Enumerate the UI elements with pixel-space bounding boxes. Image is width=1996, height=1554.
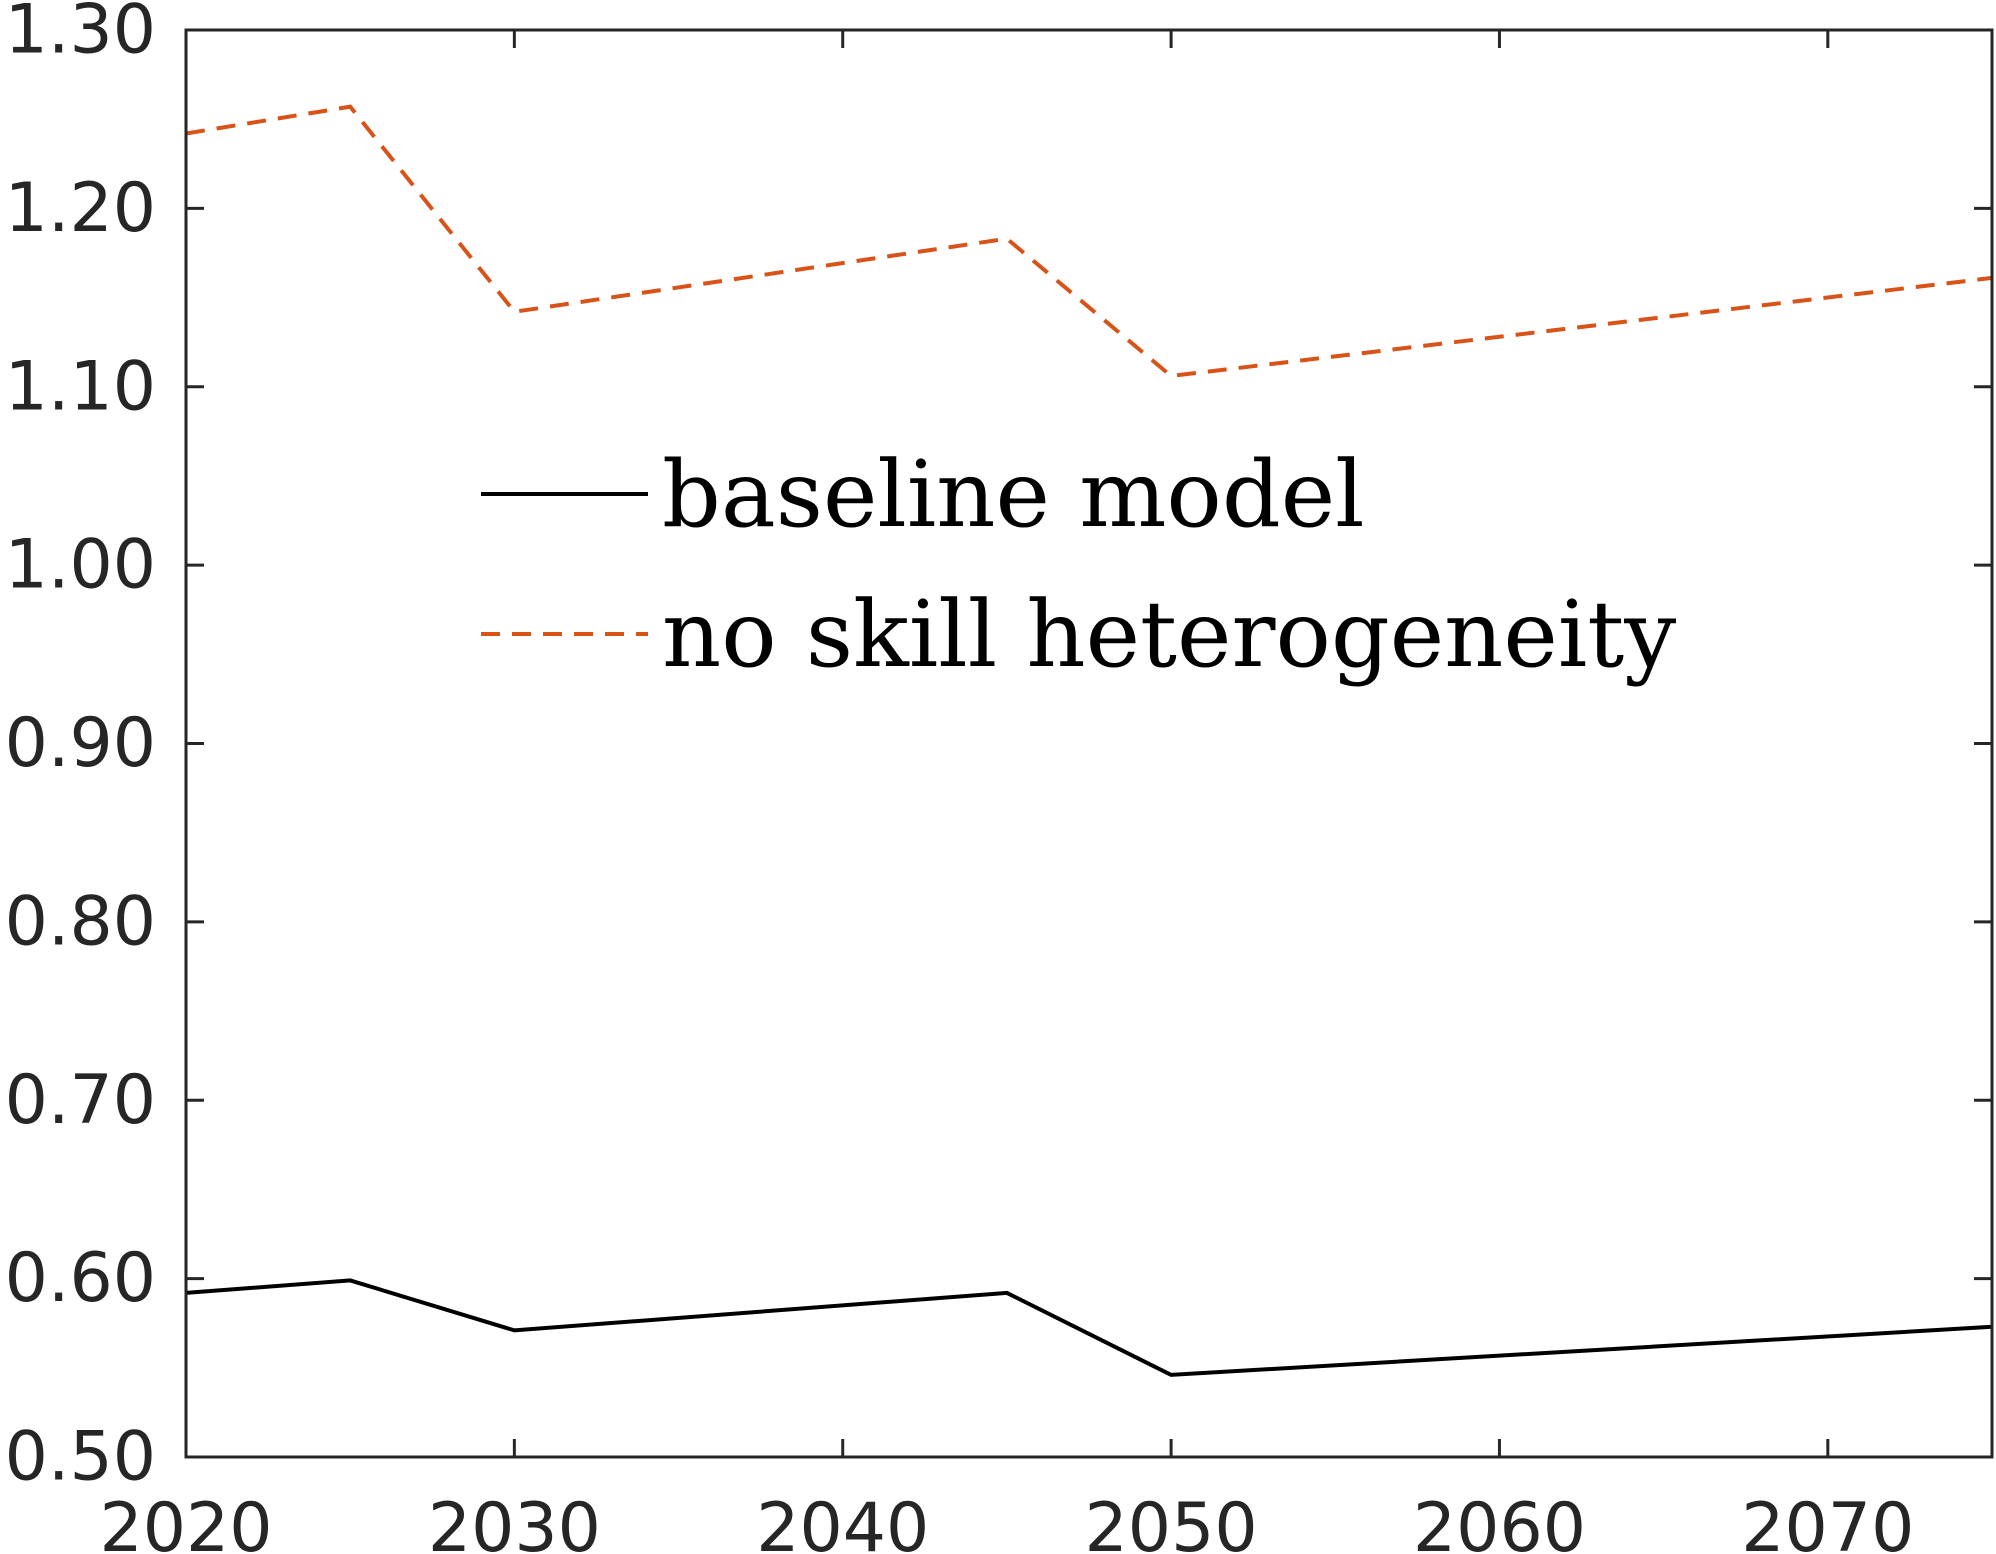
x-tick-label-5: 2070 xyxy=(1741,1489,1914,1554)
y-axis-tick-labels: 0.50 0.60 0.70 0.80 0.90 1.00 1.10 1.20 1.30 xyxy=(5,0,156,1497)
x-tick-label-1: 2030 xyxy=(428,1489,601,1554)
y-tick-label-0: 0.50 xyxy=(5,1418,156,1497)
x-tick-label-4: 2060 xyxy=(1413,1489,1586,1554)
y-tick-label-2: 0.70 xyxy=(5,1061,156,1140)
y-tick-label-1: 0.60 xyxy=(5,1239,156,1318)
plot-area-frame xyxy=(184,28,1994,1459)
y-tick-label-3: 0.80 xyxy=(5,882,156,961)
y-tick-label-7: 1.20 xyxy=(5,169,156,248)
y-tick-label-4: 0.90 xyxy=(5,704,156,783)
series-layer xyxy=(185,104,1993,1377)
series-line-1 xyxy=(185,104,1993,379)
axis-ticks xyxy=(184,28,1992,1459)
legend-label-0: baseline model xyxy=(662,441,1365,548)
x-tick-label-0: 2020 xyxy=(99,1489,272,1554)
y-tick-label-8: 1.30 xyxy=(5,0,156,70)
legend-label-1: no skill heterogeneity xyxy=(662,581,1676,688)
y-tick-label-6: 1.10 xyxy=(5,347,156,426)
y-tick-label-5: 1.00 xyxy=(5,526,156,605)
x-tick-label-2: 2040 xyxy=(756,1489,929,1554)
x-tick-label-3: 2050 xyxy=(1085,1489,1258,1554)
x-axis-tick-labels: 2020 2030 2040 2050 2060 2070 xyxy=(99,1489,1914,1554)
series-line-0 xyxy=(185,1278,1993,1377)
legend: baseline model no skill heterogeneity xyxy=(481,441,1676,688)
